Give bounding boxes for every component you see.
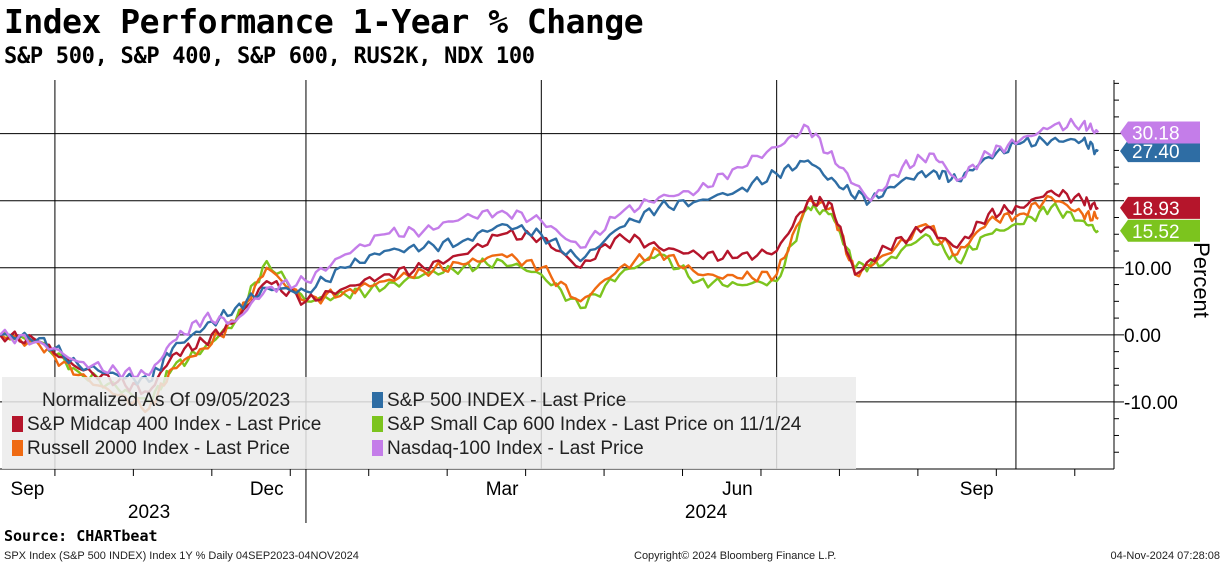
- end-value-tag: [1120, 196, 1200, 219]
- legend-item-mid400: S&P Midcap 400 Index - Last Price: [12, 414, 321, 436]
- series-line: [0, 188, 1099, 396]
- legend-label: S&P 500 INDEX - Last Price: [387, 390, 627, 411]
- y-axis-label: Percent: [1189, 242, 1214, 318]
- x-tick-label: Sep: [960, 479, 994, 500]
- end-value-tag: [1120, 219, 1200, 242]
- chart-subtitle: S&P 500, S&P 400, S&P 600, RUS2K, NDX 10…: [4, 44, 535, 69]
- end-value-label: 30.18: [1132, 123, 1180, 144]
- end-value-label: 18.93: [1132, 199, 1180, 220]
- year-label: 2023: [128, 502, 170, 523]
- end-value-tag: [1120, 121, 1200, 144]
- legend-swatch: [372, 416, 383, 432]
- end-value-label: 27.40: [1132, 142, 1180, 163]
- legend-item-rus2k: Russell 2000 Index - Last Price: [12, 438, 290, 460]
- legend-item-ndx: Nasdaq-100 Index - Last Price: [372, 438, 644, 460]
- legend-swatch: [372, 392, 383, 408]
- x-tick-label: Mar: [486, 479, 519, 500]
- x-tick-label: Dec: [250, 479, 284, 500]
- legend-label: Russell 2000 Index - Last Price: [27, 438, 290, 459]
- series-line: [0, 135, 1099, 386]
- series-lines: [0, 117, 1100, 414]
- legend-swatch: [372, 440, 383, 456]
- y-tick-label: 0.00: [1124, 326, 1161, 347]
- end-value-label: 15.52: [1132, 222, 1180, 243]
- legend-swatch: [12, 440, 23, 456]
- source-note: Source: CHARTbeat: [4, 527, 158, 545]
- legend-item-spx: S&P 500 INDEX - Last Price: [372, 390, 626, 412]
- x-tick-label: Sep: [11, 479, 45, 500]
- footer-right: 04-Nov-2024 07:28:08: [1110, 550, 1220, 562]
- series-line: [0, 117, 1100, 380]
- footer-center: Copyright© 2024 Bloomberg Finance L.P.: [634, 550, 837, 562]
- axes: -10.00 0.00 10.00 Sep Dec Mar Jun Sep 2023 2024: [0, 80, 1178, 523]
- legend-swatch: [12, 416, 23, 432]
- footer-left: SPX Index (S&P 500 INDEX) Index 1Y % Dai…: [4, 550, 359, 562]
- chart-title: Index Performance 1-Year % Change: [4, 2, 644, 41]
- end-value-tag: [1120, 140, 1200, 163]
- legend-title: Normalized As Of 09/05/2023: [42, 390, 291, 411]
- x-tick-label: Jun: [722, 479, 753, 500]
- legend-label: S&P Midcap 400 Index - Last Price: [27, 414, 322, 435]
- legend-item-sc600: S&P Small Cap 600 Index - Last Price on …: [372, 414, 801, 436]
- year-label: 2024: [685, 502, 728, 523]
- legend-label: Nasdaq-100 Index - Last Price: [387, 438, 644, 459]
- legend: Normalized As Of 09/05/2023 S&P 500 INDE…: [2, 377, 856, 469]
- y-tick-label: -10.00: [1124, 393, 1178, 414]
- legend-label: S&P Small Cap 600 Index - Last Price on …: [387, 414, 802, 435]
- series-line: [0, 202, 1099, 404]
- y-tick-label: 10.00: [1124, 259, 1172, 280]
